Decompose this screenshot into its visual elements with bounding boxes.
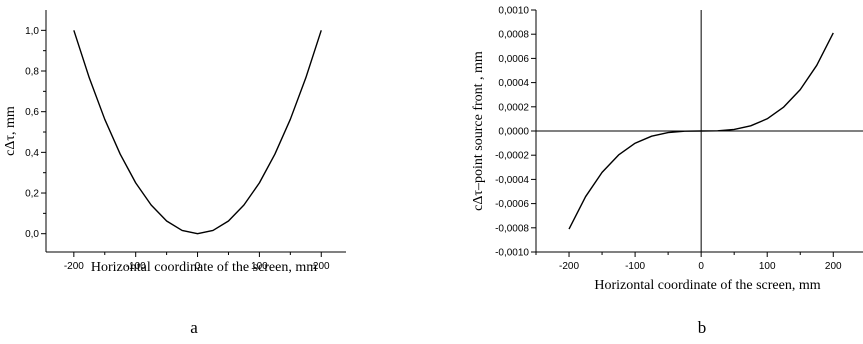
y-tick-label-a: 0,4 bbox=[25, 148, 39, 159]
series-line-b-0 bbox=[568, 32, 834, 230]
series-line-a-0 bbox=[73, 30, 322, 235]
x-tick-label-b: 100 bbox=[759, 261, 776, 272]
chart-b: -200 -100 0 100 200 -0,0010 -0,0008 -0,0006 -0,0… bbox=[471, 6, 863, 337]
x-tick-label-b: 200 bbox=[825, 261, 842, 272]
y-tick-label-a: 0,8 bbox=[25, 67, 39, 78]
y-tick-label-b: 0,0002 bbox=[498, 102, 529, 113]
x-axis-label-a: Horizontal coordinate of the screen, mm bbox=[91, 260, 317, 275]
x-tick-label-a: -200 bbox=[64, 261, 84, 272]
x-tick-label-a: -100 bbox=[126, 261, 146, 272]
y-tick-label-b: -0,0004 bbox=[495, 175, 529, 186]
x-tick-label-a: 0 bbox=[195, 261, 201, 272]
y-tick-label-b: 0,0006 bbox=[498, 54, 529, 65]
y-tick-label-a: 1,0 bbox=[25, 26, 39, 37]
y-tick-label-b: -0,0010 bbox=[495, 248, 529, 259]
panel-label-a: a bbox=[190, 318, 198, 337]
y-axis-label-a: cΔτ, mm bbox=[3, 106, 18, 156]
y-tick-label-b: -0,0008 bbox=[495, 223, 529, 234]
x-tick-label-b: -100 bbox=[625, 261, 645, 272]
y-axis-label-b: cΔτ–point source front , mm bbox=[471, 51, 486, 211]
x-tick-label-b: -200 bbox=[559, 261, 579, 272]
y-tick-label-a: 0,2 bbox=[25, 189, 39, 200]
panel-label-b: b bbox=[698, 318, 707, 337]
x-axis-label-b: Horizontal coordinate of the screen, mm bbox=[594, 278, 820, 293]
y-tick-label-b: 0,0010 bbox=[498, 6, 529, 17]
y-tick-label-a: 0,0 bbox=[25, 229, 39, 240]
x-tick-label-a: 200 bbox=[313, 261, 330, 272]
x-tick-label-b: 0 bbox=[698, 261, 704, 272]
chart-a: -200 -100 0 100 200 0,0 0,2 0,4 0,6 0,8 1,0 Horizon… bbox=[3, 10, 346, 337]
x-tick-label-a: 100 bbox=[251, 261, 268, 272]
y-tick-label-b: -0,0002 bbox=[495, 151, 529, 162]
y-tick-label-b: 0,0004 bbox=[498, 78, 529, 89]
y-tick-label-b: -0,0006 bbox=[495, 199, 529, 210]
y-tick-label-b: 0,0000 bbox=[498, 127, 529, 138]
y-tick-label-b: 0,0008 bbox=[498, 30, 529, 41]
y-tick-label-a: 0,6 bbox=[25, 107, 39, 118]
